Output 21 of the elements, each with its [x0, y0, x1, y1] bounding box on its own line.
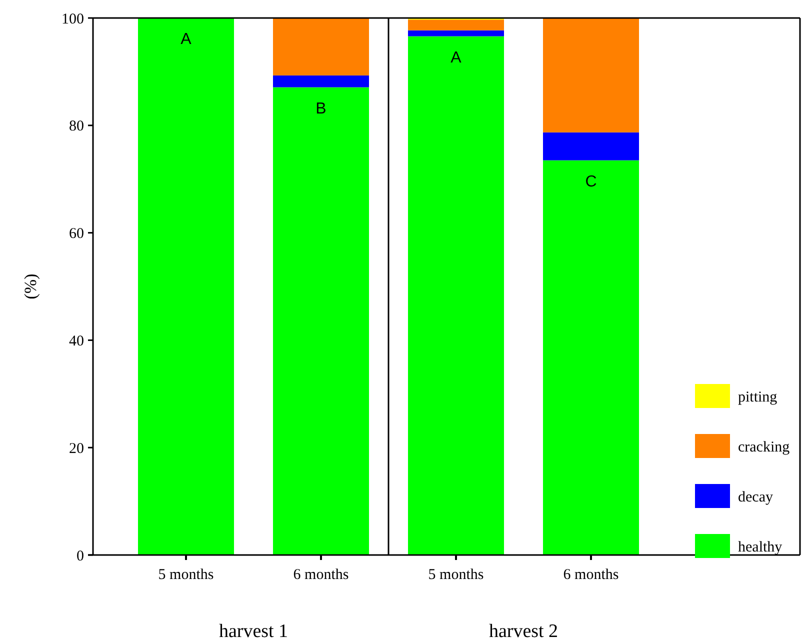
x-tick-label: 5 months — [428, 567, 484, 583]
y-tick-label: 100 — [62, 11, 84, 28]
annotation: A — [180, 31, 192, 48]
legend-label: healthy — [738, 539, 783, 556]
y-tick-label: 60 — [69, 226, 84, 242]
legend-label: decay — [738, 489, 774, 506]
annotation: B — [316, 100, 326, 118]
annotation: A — [450, 49, 462, 66]
y-axis-title: (%) — [21, 274, 40, 300]
y-tick-label: 0 — [76, 548, 84, 564]
text: harvest 1 — [218, 621, 288, 642]
y-tick-label: 80 — [69, 118, 84, 135]
legend-label: pitting — [738, 389, 778, 406]
y-tick-label: 20 — [69, 440, 84, 457]
x-tick-label: 5 months — [158, 567, 214, 583]
annotation: C — [585, 173, 597, 190]
x-tick-label: 6 months — [563, 567, 619, 583]
legend-label: cracking — [738, 439, 790, 456]
y-tick-label: 40 — [69, 333, 84, 350]
x-tick-label: 6 months — [293, 567, 349, 583]
text: harvest 2 — [488, 621, 558, 642]
